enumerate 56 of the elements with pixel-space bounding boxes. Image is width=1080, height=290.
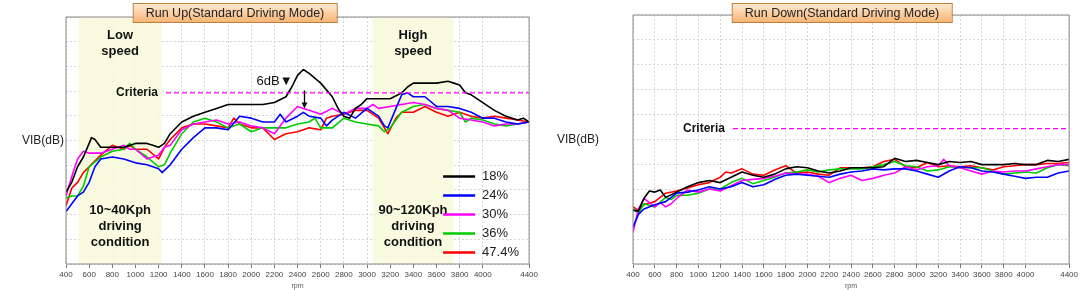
x-tick-label: 4400 bbox=[520, 270, 539, 279]
x-tick-label: 1000 bbox=[689, 270, 708, 279]
legend-label: 18% bbox=[482, 168, 509, 184]
x-tick-label: 2400 bbox=[842, 270, 861, 279]
x-tick-label: 1200 bbox=[149, 270, 169, 279]
x-tick-label: 3200 bbox=[929, 270, 948, 279]
x-tick-label: 1600 bbox=[196, 270, 215, 279]
x-tick-label: 3400 bbox=[951, 270, 970, 279]
ref-line-label: Criteria bbox=[683, 120, 726, 135]
x-tick-label: 3400 bbox=[404, 270, 423, 279]
chart-title: Run Down(Standard Driving Mode) bbox=[731, 3, 953, 23]
annotation: 90~120Kph driving condition bbox=[378, 201, 448, 249]
x-tick-label: 3000 bbox=[907, 270, 926, 279]
chart-title: Run Up(Standard Driving Mode) bbox=[132, 3, 338, 23]
x-tick-label: 1800 bbox=[219, 270, 238, 279]
x-tick-label: 2400 bbox=[288, 270, 307, 279]
x-tick-label: 3600 bbox=[427, 270, 446, 279]
x-tick-label: 800 bbox=[105, 270, 120, 279]
x-tick-label: 4000 bbox=[473, 270, 493, 279]
legend-label: 36% bbox=[482, 225, 509, 241]
ref-line-label: Criteria bbox=[116, 85, 159, 100]
x-tick-label: 4000 bbox=[1016, 270, 1035, 279]
x-tick-label: 2000 bbox=[242, 270, 261, 279]
annotation: 6dB▼ bbox=[256, 72, 293, 88]
x-tick-label: 2800 bbox=[334, 270, 354, 279]
y-axis-title: VIB(dB) bbox=[556, 131, 599, 146]
legend-label: 30% bbox=[482, 206, 509, 222]
x-tick-label: 3800 bbox=[450, 270, 470, 279]
x-tick-label: 2000 bbox=[798, 270, 817, 279]
x-tick-label: 2800 bbox=[885, 270, 905, 279]
x-tick-label: 2600 bbox=[311, 270, 331, 279]
x-tick-label: 2200 bbox=[820, 270, 839, 279]
x-tick-label: 400 bbox=[59, 270, 74, 279]
y-axis-title: VIB(dB) bbox=[21, 132, 64, 147]
x-tick-label: 1400 bbox=[172, 270, 192, 279]
x-tick-label: 1200 bbox=[711, 270, 730, 279]
x-tick-label: 1400 bbox=[733, 270, 752, 279]
x-tick-label: 3200 bbox=[381, 270, 400, 279]
band-label: High speed bbox=[394, 26, 432, 58]
legend-label: 47.4% bbox=[482, 244, 520, 260]
x-tick-label: 600 bbox=[648, 270, 663, 279]
x-tick-label: 400 bbox=[626, 270, 641, 279]
legend-label: 24% bbox=[482, 187, 509, 203]
x-tick-label: 1000 bbox=[126, 270, 145, 279]
x-tick-label: 800 bbox=[669, 270, 684, 279]
x-tick-label: 1800 bbox=[776, 270, 796, 279]
x-tick-label: 600 bbox=[82, 270, 97, 279]
x-tick-label: 4400 bbox=[1060, 270, 1079, 279]
x-tick-label: 2600 bbox=[863, 270, 883, 279]
band-label: Low speed bbox=[101, 26, 139, 58]
x-tick-label: 2200 bbox=[265, 270, 284, 279]
x-tick-label: 3000 bbox=[358, 270, 377, 279]
x-tick-label: 1600 bbox=[754, 270, 774, 279]
x-tick-label: 3800 bbox=[994, 270, 1014, 279]
annotation: 10~40Kph driving condition bbox=[89, 201, 152, 249]
x-tick-label: 3600 bbox=[972, 270, 992, 279]
